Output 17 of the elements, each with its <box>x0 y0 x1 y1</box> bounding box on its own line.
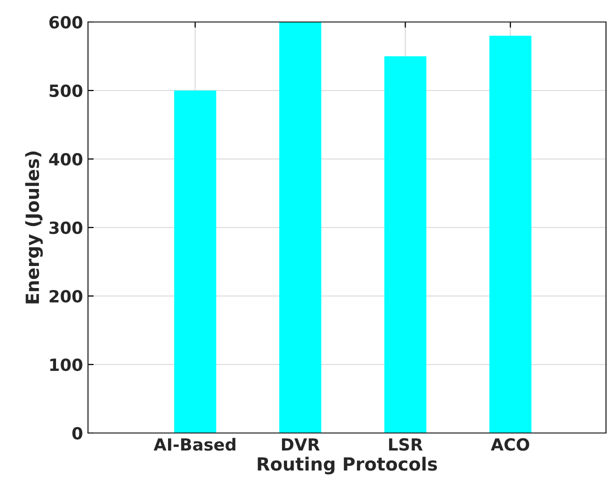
bar <box>489 36 532 433</box>
y-tick-label: 100 <box>50 358 82 372</box>
bar <box>384 56 426 433</box>
x-tick-label: DVR <box>282 438 320 451</box>
y-tick-label: 0 <box>72 426 82 440</box>
y-axis-title: Energy (Joules) <box>25 152 43 304</box>
x-tick-label: AI-Based <box>154 438 236 451</box>
x-tick-label: ACO <box>490 438 530 451</box>
bar <box>279 22 322 433</box>
x-axis-title: Routing Protocols <box>258 456 437 474</box>
y-tick-label: 200 <box>50 290 82 303</box>
y-tick-label: 600 <box>49 16 82 29</box>
y-tick-label: 300 <box>49 221 82 234</box>
y-tick-label: 500 <box>50 84 82 98</box>
y-tick-label: 400 <box>49 152 82 166</box>
bar <box>174 90 216 433</box>
x-tick-label: LSR <box>389 438 423 451</box>
